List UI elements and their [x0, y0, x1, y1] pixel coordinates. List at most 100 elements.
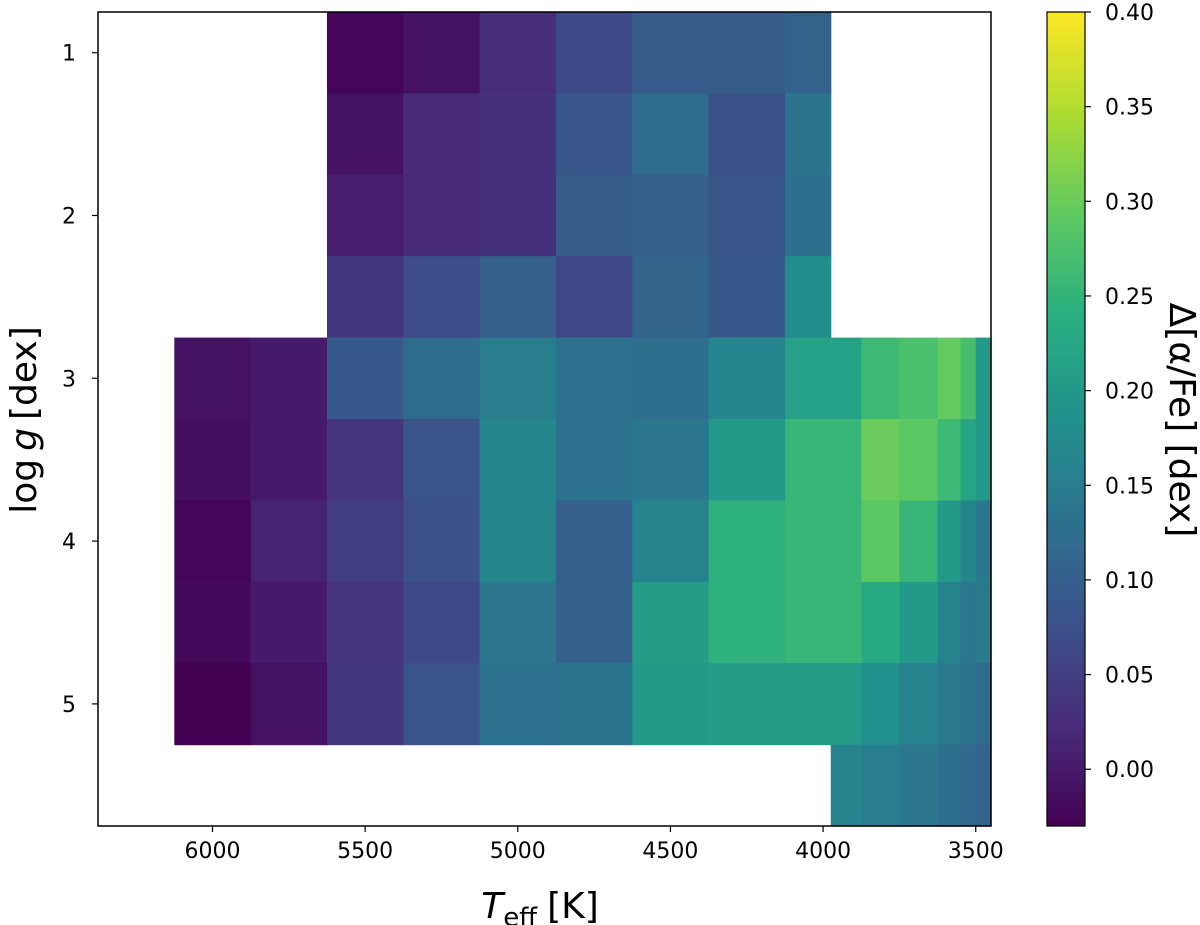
heatmap-cell [555, 419, 633, 501]
colorbar-tick-label: 0.25 [1105, 285, 1154, 310]
heatmap-cell [479, 93, 557, 176]
heatmap-cell [937, 500, 962, 583]
heatmap-cell [250, 663, 328, 746]
heatmap-cell [784, 581, 862, 664]
heatmap-cell [899, 337, 939, 420]
colorbar [1046, 11, 1086, 827]
heatmap-cell [784, 12, 832, 94]
heatmap-cell [250, 500, 328, 583]
heatmap-cell [403, 663, 481, 746]
heatmap-cell [937, 581, 962, 664]
heatmap-cell [960, 663, 977, 746]
heatmap-cell [326, 93, 404, 176]
heatmap-cell [937, 337, 962, 420]
heatmap-cell [784, 337, 862, 420]
heatmap-cell [975, 744, 992, 827]
heatmap-cell [632, 419, 710, 501]
heatmap-cell [975, 337, 992, 420]
heatmap-cell [555, 500, 633, 583]
heatmap-cell [632, 500, 710, 583]
heatmap-cell [861, 337, 901, 420]
x-tick-label: 5500 [337, 839, 393, 864]
heatmap-cell [632, 12, 710, 94]
heatmap-cell [326, 256, 404, 339]
heatmap-cell [708, 337, 786, 420]
heatmap-cell [784, 663, 862, 746]
heatmap-cell [326, 12, 404, 94]
heatmap-cell [403, 256, 481, 339]
heatmap-cell [479, 337, 557, 420]
colorbar-ticks: 0.00 0.05 0.10 0.15 0.20 0.25 0.30 0.35 0.40 [1085, 1, 1154, 783]
heatmap-cell [403, 174, 481, 257]
colorbar-tick-label: 0.40 [1105, 1, 1154, 26]
heatmap-cell [479, 663, 557, 746]
heatmap-cell [784, 93, 832, 176]
heatmap-cell [403, 93, 481, 176]
heatmap-cell [975, 663, 992, 746]
heatmap-cell [174, 663, 252, 746]
heatmap-cell [975, 500, 992, 583]
x-tick-label: 4500 [642, 839, 698, 864]
heatmap-cell [899, 744, 939, 827]
heatmap-cell [708, 419, 786, 501]
heatmap-cell [250, 581, 328, 664]
heatmap-cell [899, 581, 939, 664]
heatmap-cell [784, 256, 832, 339]
x-tick-label: 3500 [948, 839, 1004, 864]
x-axis-label: Teff [K] [481, 886, 599, 925]
heatmap-cell [975, 581, 992, 664]
heatmap-cells [174, 12, 992, 827]
heatmap-cell [632, 337, 710, 420]
heatmap-cell [899, 663, 939, 746]
heatmap-cell [784, 500, 862, 583]
heatmap-cell [250, 419, 328, 501]
heatmap-cell [479, 581, 557, 664]
heatmap-cell [479, 419, 557, 501]
heatmap-cell [403, 337, 481, 420]
heatmap-cell [326, 174, 404, 257]
y-tick-label: 2 [62, 205, 76, 230]
heatmap-cell [555, 12, 633, 94]
colorbar-tick-label: 0.00 [1105, 758, 1154, 783]
colorbar-tick-label: 0.05 [1105, 664, 1154, 689]
heatmap-cell [479, 12, 557, 94]
heatmap-cell [555, 663, 633, 746]
heatmap-cell [250, 337, 328, 420]
heatmap-cell [708, 581, 786, 664]
heatmap-cell [555, 337, 633, 420]
heatmap-cell [632, 256, 710, 339]
y-tick-label: 1 [62, 42, 76, 67]
heatmap-cell [960, 744, 977, 827]
y-tick-label: 3 [62, 367, 76, 392]
heatmap-cell [632, 581, 710, 664]
heatmap-cell [861, 500, 901, 583]
heatmap-cell [403, 581, 481, 664]
x-tick-label: 6000 [184, 839, 240, 864]
heatmap-cell [830, 744, 862, 827]
x-axis-ticks: 6000 5500 5000 4500 4000 3500 [184, 826, 1004, 864]
heatmap-cell [632, 663, 710, 746]
x-tick-label: 5000 [490, 839, 546, 864]
heatmap-cell [479, 500, 557, 583]
heatmap-cell [899, 500, 939, 583]
heatmap-cell [326, 500, 404, 583]
heatmap-cell [708, 12, 786, 94]
heatmap-cell [403, 419, 481, 501]
heatmap-cell [937, 419, 962, 501]
heatmap-cell [960, 337, 977, 420]
colorbar-label: Δ[α/Fe] [dex] [1161, 303, 1200, 538]
heatmap-cell [937, 744, 962, 827]
heatmap-cell [861, 419, 901, 501]
colorbar-tick-label: 0.30 [1105, 190, 1154, 215]
heatmap-cell [632, 174, 710, 257]
x-tick-label: 4000 [795, 839, 851, 864]
heatmap-cell [555, 93, 633, 176]
heatmap-cell [708, 93, 786, 176]
heatmap-cell [479, 174, 557, 257]
heatmap-cell [479, 256, 557, 339]
heatmap-cell [784, 174, 832, 257]
heatmap-cell [403, 12, 481, 94]
heatmap-cell [960, 419, 977, 501]
heatmap-cell [975, 419, 992, 501]
